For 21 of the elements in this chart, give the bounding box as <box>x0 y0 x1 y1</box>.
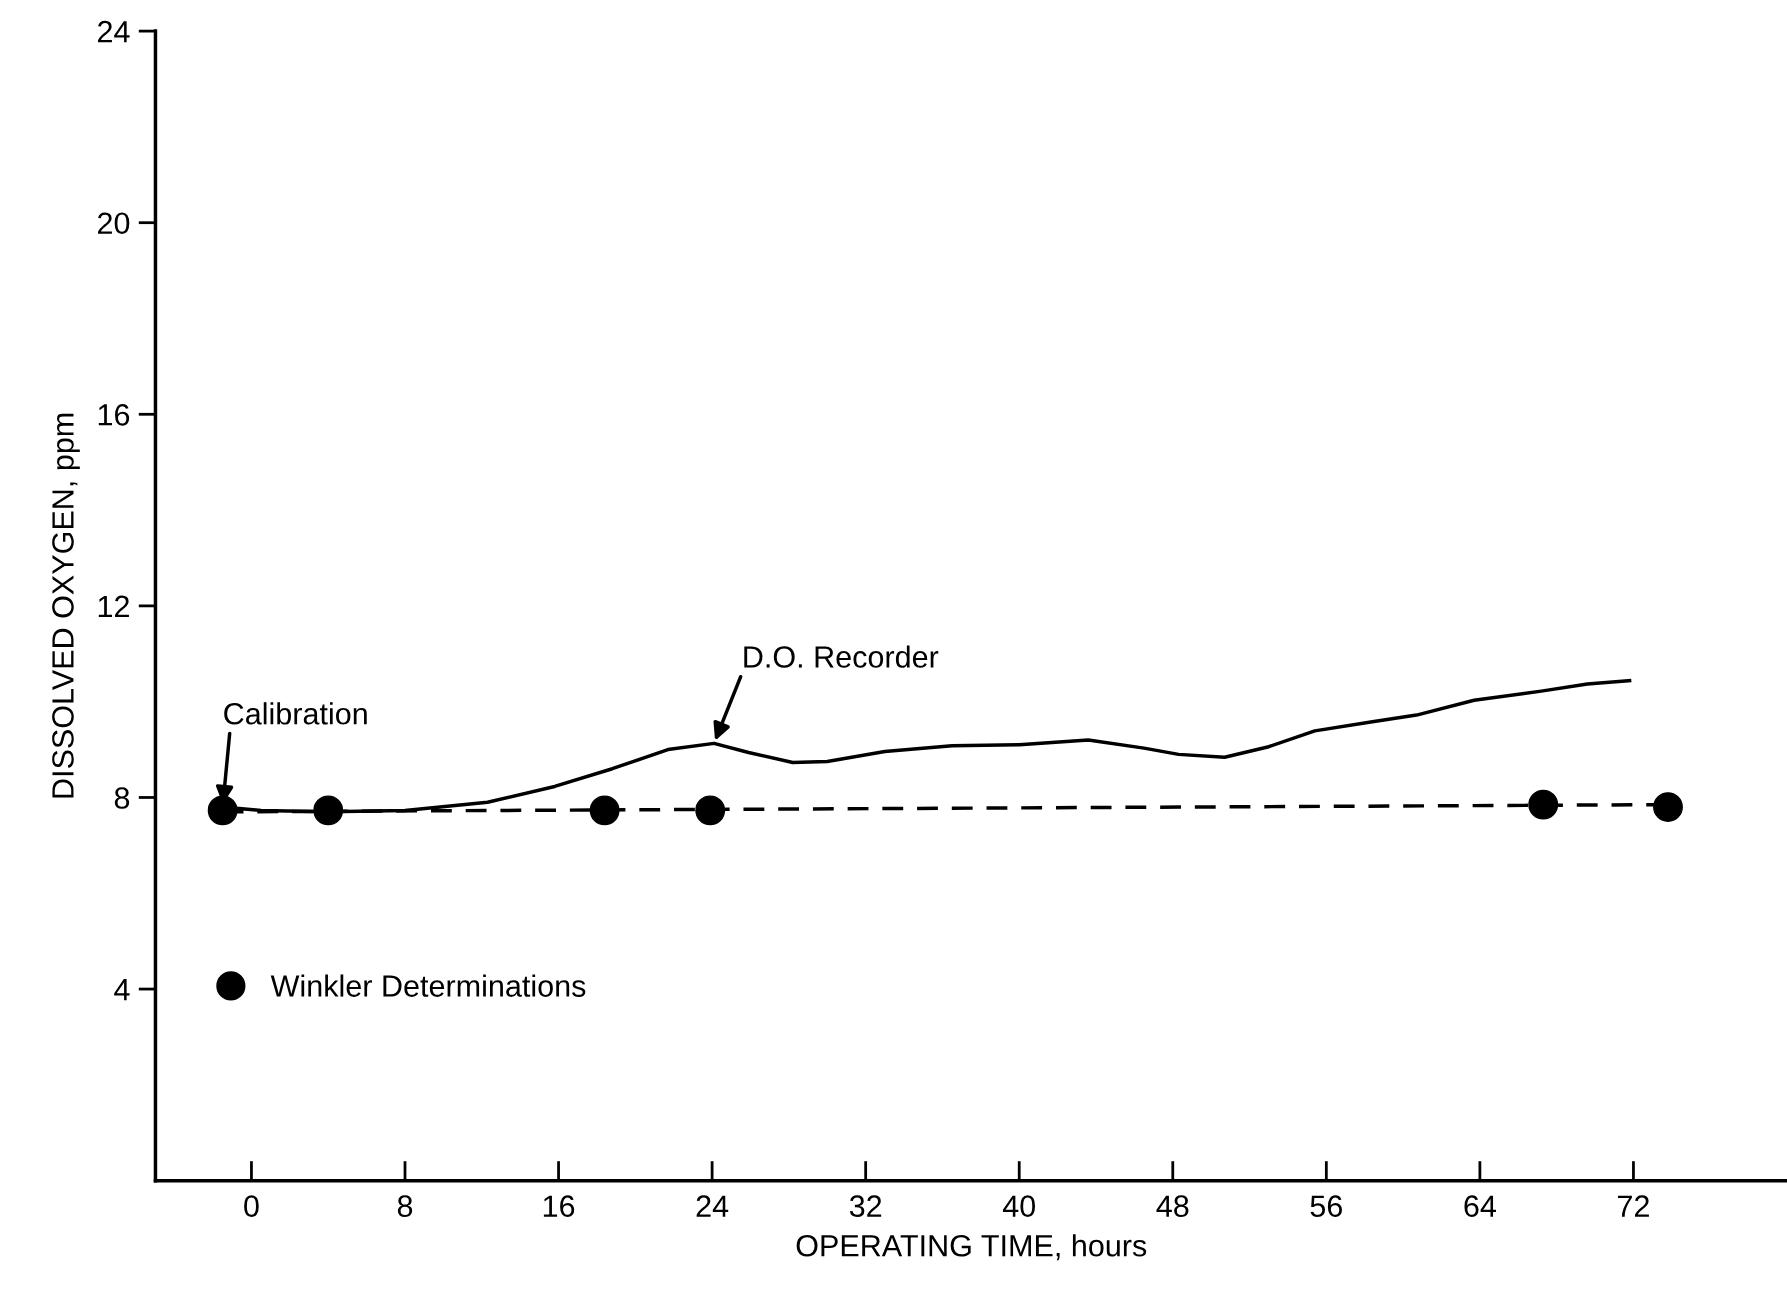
y-axis-title: DISSOLVED OXYGEN, ppm <box>52 413 80 798</box>
y-tick-label: 16 <box>98 404 130 426</box>
x-tick-label: 16 <box>543 1195 575 1217</box>
y-tick-label: 12 <box>98 595 129 617</box>
annotation: Calibration <box>224 702 367 725</box>
x-tick-label: 48 <box>1156 1195 1189 1217</box>
y-tick-label: 4 <box>114 979 130 1001</box>
y-tick-label: 8 <box>114 787 130 809</box>
x-tick-label: 8 <box>397 1195 413 1217</box>
x-tick-label: 0 <box>244 1195 259 1217</box>
x-tick-label: 40 <box>1002 1195 1036 1217</box>
x-tick-label: 64 <box>1464 1195 1496 1217</box>
x-axis-title: OPERATING TIME, hours <box>796 1234 1147 1261</box>
x-tick-label: 32 <box>849 1195 882 1217</box>
x-tick-label: 72 <box>1618 1195 1649 1217</box>
y-tick-label: 20 <box>98 212 130 235</box>
legend-label: Winkler Determinations <box>270 974 586 997</box>
y-tick-label: 24 <box>98 20 130 43</box>
x-tick-label: 56 <box>1310 1195 1342 1217</box>
annotation: D.O. Recorder <box>744 645 939 668</box>
x-tick-label: 24 <box>696 1195 729 1217</box>
